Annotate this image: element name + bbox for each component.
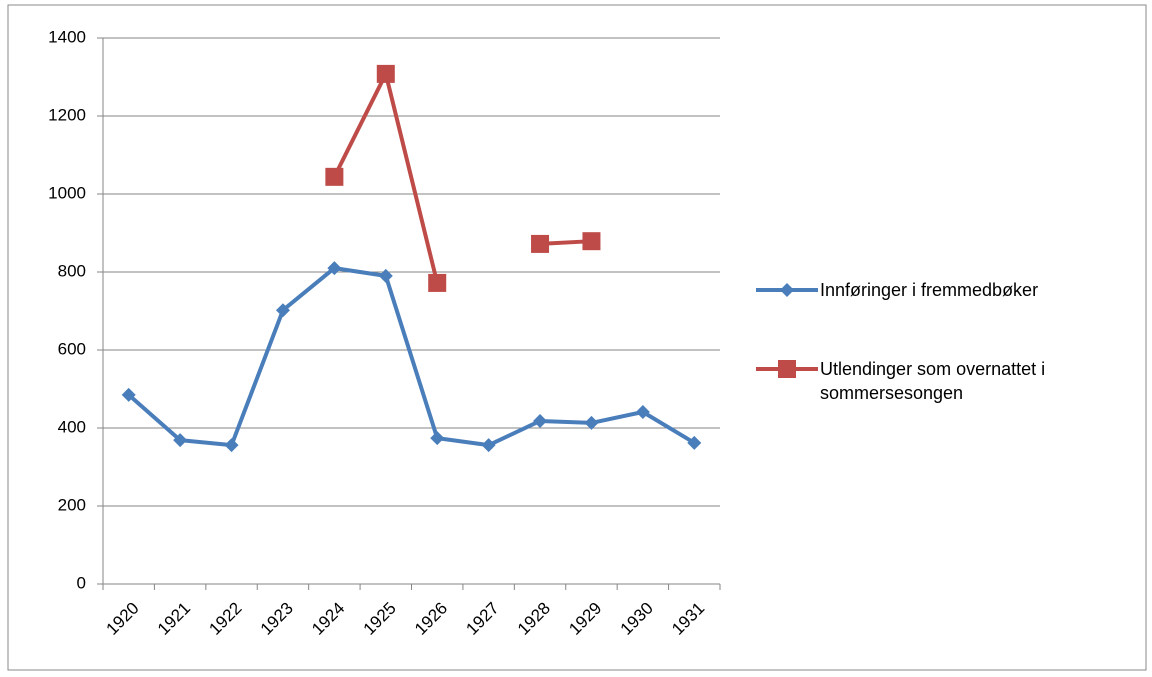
data-point [582, 232, 601, 251]
data-point [428, 273, 447, 292]
data-point [584, 415, 599, 430]
y-tick-label: 200 [58, 495, 86, 514]
y-tick-label: 0 [77, 573, 86, 592]
y-tick-label: 1400 [48, 27, 86, 46]
data-point [173, 433, 188, 448]
series-line [127, 266, 696, 448]
data-point [325, 167, 344, 186]
x-tick-label: 1923 [257, 599, 297, 639]
data-point [481, 438, 496, 453]
y-tick-label: 800 [58, 261, 86, 280]
data-point [275, 303, 290, 318]
x-tick-label: 1926 [411, 599, 451, 639]
chart-border [7, 4, 1147, 671]
data-point [687, 435, 702, 450]
data-point [376, 64, 395, 83]
legend-label: Utlendinger som overnattet i sommerseson… [820, 359, 1046, 403]
data-point [327, 261, 342, 276]
data-point [533, 413, 548, 428]
legend-marker [778, 360, 796, 378]
series-line [332, 71, 592, 284]
x-tick-label: 1931 [668, 599, 708, 639]
y-tick-label: 600 [58, 339, 86, 358]
x-tick-label: 1929 [565, 599, 605, 639]
x-tick-label: 1924 [308, 599, 348, 639]
y-tick-label: 400 [58, 417, 86, 436]
legend-label: Innføringer i fremmedbøker [820, 280, 1039, 300]
x-tick-label: 1921 [154, 599, 194, 639]
x-tick-label: 1930 [617, 599, 657, 639]
x-tick-label: 1922 [205, 599, 245, 639]
x-tick-label: 1925 [360, 599, 400, 639]
x-tick-label: 1927 [462, 599, 502, 639]
data-point [635, 405, 650, 420]
legend-marker [780, 283, 794, 297]
x-tick-label: 1928 [514, 599, 554, 639]
data-point [531, 234, 550, 253]
y-tick-label: 1200 [48, 105, 86, 124]
x-tick-label: 1920 [103, 599, 143, 639]
data-point [121, 387, 136, 402]
data-point [430, 431, 445, 446]
y-tick-label: 1000 [48, 183, 86, 202]
data-point [378, 268, 393, 283]
data-point [224, 438, 239, 453]
